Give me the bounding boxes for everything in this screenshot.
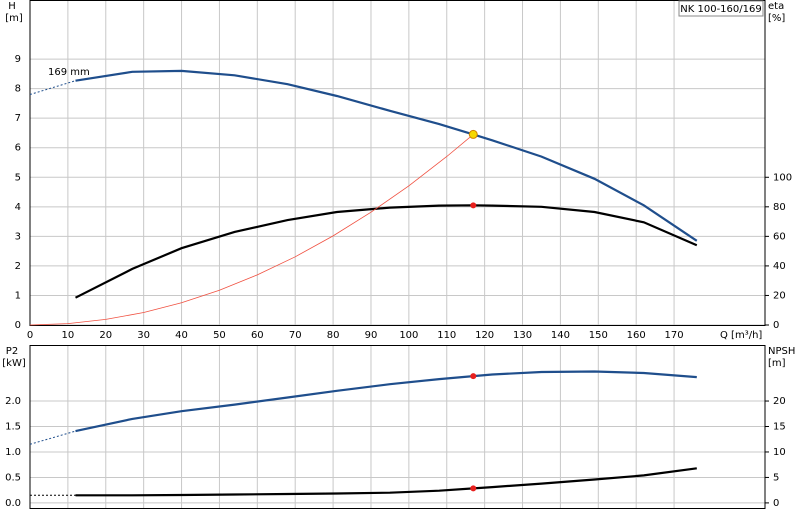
y-tick-label: 4 (15, 202, 21, 213)
y-tick-label: 0 (15, 320, 21, 331)
x-tick-label: 70 (289, 330, 302, 341)
y-tick-label: 2 (15, 261, 21, 272)
x-tick-label: 120 (475, 330, 494, 341)
operating-point (470, 485, 477, 492)
curve (75, 467, 697, 497)
y-axis-label: P2 (6, 346, 18, 357)
x-tick-label: 100 (399, 330, 418, 341)
curve (75, 69, 698, 242)
chart-title: NK 100-160/169 (680, 4, 761, 15)
operating-point (468, 129, 478, 139)
y-tick-label: 5 (15, 172, 21, 183)
y2-tick-label: 0 (773, 498, 779, 509)
y2-tick-label: 5 (773, 472, 779, 483)
x-tick-label: 50 (213, 330, 226, 341)
y-tick-label: 1.5 (5, 422, 21, 433)
y-tick-label: 8 (15, 84, 21, 95)
y-axis-label: H (8, 1, 16, 12)
curve-annotation: 169 mm (48, 67, 90, 78)
y-tick-label: 9 (15, 54, 21, 65)
x-tick-label: 130 (513, 330, 532, 341)
y2-tick-label: 20 (773, 396, 786, 407)
x-tick-label: 110 (437, 330, 456, 341)
y2-tick-label: 0 (773, 320, 779, 331)
y2-tick-label: 15 (773, 422, 786, 433)
y-axis-unit: [kW] (2, 358, 26, 369)
y2-tick-label: 60 (773, 231, 786, 242)
y2-axis-label: NPSH (768, 346, 795, 357)
y2-tick-label: 40 (773, 261, 786, 272)
x-tick-label: 80 (327, 330, 340, 341)
y2-axis-unit: [%] (768, 13, 785, 24)
x-tick-label: 0 (27, 330, 33, 341)
y-tick-label: 6 (15, 143, 21, 154)
y-tick-label: 3 (15, 231, 21, 242)
y-tick-label: 0.0 (5, 498, 21, 509)
y2-tick-label: 100 (773, 172, 792, 183)
x-tick-label: 90 (365, 330, 378, 341)
y-tick-label: 1.0 (5, 447, 21, 458)
operating-point (470, 202, 477, 209)
y2-axis-unit: [m] (768, 358, 786, 369)
y-tick-label: 0.5 (5, 472, 21, 483)
y2-tick-label: 20 (773, 290, 786, 301)
x-tick-label: 160 (627, 330, 646, 341)
y-tick-label: 2.0 (5, 396, 21, 407)
x-tick-label: 60 (251, 330, 264, 341)
x-tick-label: 170 (665, 330, 684, 341)
plot-frame (29, 345, 766, 509)
plot-frame (29, 0, 766, 326)
y-tick-label: 1 (15, 290, 21, 301)
y2-axis-label: eta (768, 1, 784, 12)
x-tick-label: 40 (175, 330, 188, 341)
plot-area (30, 0, 765, 326)
y2-tick-label: 80 (773, 202, 786, 213)
y-tick-label: 7 (15, 113, 21, 124)
x-tick-label: 140 (551, 330, 570, 341)
operating-point (470, 373, 477, 380)
x-axis-label: Q [m³/h] (720, 330, 762, 341)
x-tick-label: 10 (62, 330, 75, 341)
y-axis-unit: [m] (5, 13, 23, 24)
curve (29, 134, 474, 326)
y2-tick-label: 10 (773, 447, 786, 458)
title-box (678, 0, 764, 17)
curve (75, 370, 697, 433)
x-tick-label: 150 (589, 330, 608, 341)
x-tick-label: 20 (99, 330, 112, 341)
curve (75, 204, 698, 299)
x-tick-label: 30 (137, 330, 150, 341)
